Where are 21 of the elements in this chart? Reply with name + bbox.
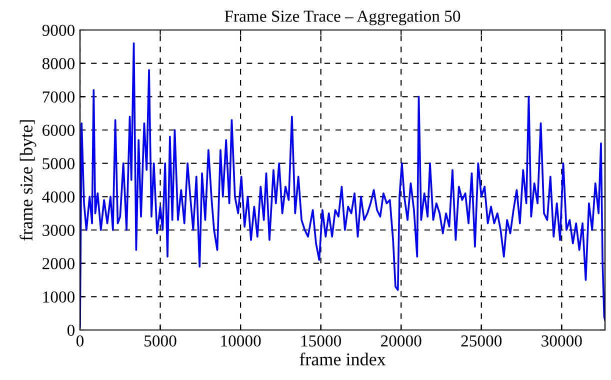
x-tick-label: 5000: [144, 335, 176, 347]
y-tick-label: 7000: [42, 91, 75, 103]
y-axis-title: frame size [byte]: [20, 120, 36, 241]
y-tick-label: 2000: [42, 258, 75, 270]
y-tick-label: 1000: [43, 291, 75, 303]
x-tick-label: 10000: [221, 335, 261, 347]
x-tick-label: 30000: [542, 335, 582, 347]
x-tick-label: 15000: [301, 335, 342, 347]
x-tick-label: 0: [76, 335, 84, 347]
y-tick-label: 9000: [42, 24, 75, 36]
line-series: [80, 42, 605, 328]
y-tick-label: 4000: [42, 191, 75, 203]
x-axis-title: frame index: [300, 352, 386, 366]
x-tick-label: 20000: [381, 335, 422, 347]
y-tick-label: 6000: [42, 124, 75, 136]
y-tick-label: 5000: [42, 158, 75, 170]
y-tick-label: 0: [67, 324, 75, 336]
chart-title: Frame Size Trace – Aggregation 50: [224, 10, 460, 26]
y-tick-label: 3000: [42, 224, 75, 236]
x-tick-label: 25000: [461, 335, 502, 347]
y-tick-label: 8000: [42, 58, 75, 70]
